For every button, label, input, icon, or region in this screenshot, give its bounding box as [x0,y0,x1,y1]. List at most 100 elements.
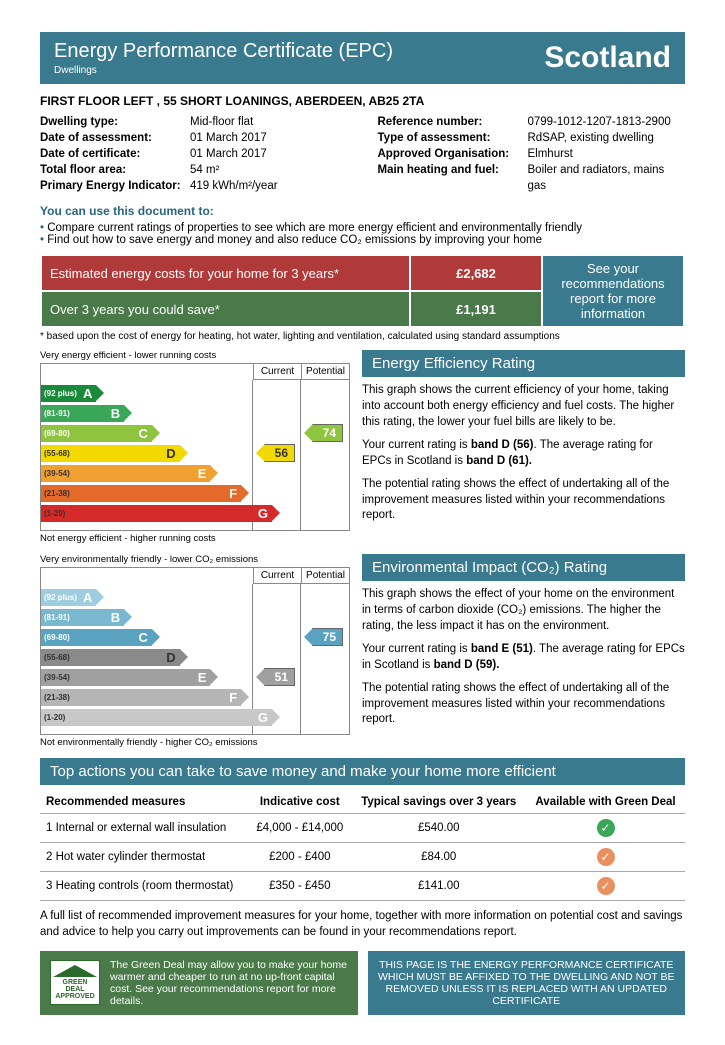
rec-measure: 3 Heating controls (room thermostat) [40,872,248,901]
footnote: * based upon the cost of energy for heat… [40,331,685,342]
rating-bar-C: (69-80)C [41,425,152,442]
rating-bar-E: (39-54)E [41,465,210,482]
gd-logo-bot: APPROVED [53,993,97,1000]
env-title: Environmental Impact (CO₂) Rating [362,554,685,581]
detail-value: 419 kWh/m²/year [190,178,348,194]
pointer-current: 51 [264,668,295,686]
title: Energy Performance Certificate (EPC) [54,40,393,63]
chart2-bot-caption: Not environmentally friendly - higher CO… [40,737,350,748]
subtitle: Dwellings [54,65,393,76]
cost-row2-val: £1,191 [411,292,541,326]
desc-para: Your current rating is band D (56). The … [362,438,685,469]
bullet-item: Find out how to save energy and money an… [40,234,685,246]
rec-greendeal: ✓ [526,843,685,872]
rating-bar-E: (39-54)E [41,669,210,686]
cost-row1-label: Estimated energy costs for your home for… [42,256,409,290]
green-deal-text: The Green Deal may allow you to make you… [110,959,348,1007]
cost-row1-val: £2,682 [411,256,541,290]
rating-bar-B: (81-91)B [41,609,124,626]
pointer-potential: 74 [312,424,343,442]
detail-value: 01 March 2017 [190,130,348,146]
rec-saving: £141.00 [351,872,526,901]
rating-bar-C: (69-80)C [41,629,152,646]
green-deal-box: GREEN DEAL APPROVED The Green Deal may a… [40,951,358,1015]
desc-para: The potential rating shows the effect of… [362,681,685,728]
rating-bar-B: (81-91)B [41,405,124,422]
top-actions-title: Top actions you can take to save money a… [40,758,685,785]
detail-value: RdSAP, existing dwelling [528,130,686,146]
eff-title: Energy Efficiency Rating [362,350,685,377]
detail-value: 54 m² [190,162,348,178]
rec-cost: £350 - £450 [248,872,351,901]
cost-row2-label: Over 3 years you could save* [42,292,409,326]
affix-box: THIS PAGE IS THE ENERGY PERFORMANCE CERT… [368,951,686,1015]
rec-header: Recommended measures [40,791,248,814]
col-potential2: Potential [301,568,349,584]
detail-value: Boiler and radiators, mains gas [528,162,686,194]
rec-measure: 1 Internal or external wall insulation [40,814,248,843]
detail-label: Reference number: [378,114,528,130]
rec-greendeal: ✓ [526,814,685,843]
environment-chart: CurrentPotential (92 plus)A (81-91)B (69-8… [40,567,350,735]
rating-bar-A: (92 plus)A [41,385,96,402]
recommendations-table: Recommended measuresIndicative costTypic… [40,791,685,901]
detail-label: Approved Organisation: [378,146,528,162]
bullet-item: Compare current ratings of properties to… [40,222,685,234]
address: FIRST FLOOR LEFT , 55 SHORT LOANINGS, AB… [40,94,685,108]
chart2-top-caption: Very environmentally friendly - lower CO… [40,554,350,565]
rec-greendeal: ✓ [526,872,685,901]
detail-label: Dwelling type: [40,114,190,130]
rec-saving: £540.00 [351,814,526,843]
region: Scotland [544,41,671,75]
detail-label: Type of assessment: [378,130,528,146]
chart1-bot-caption: Not energy efficient - higher running co… [40,533,350,544]
desc-para: Your current rating is band E (51). The … [362,642,685,673]
col-current: Current [253,364,301,380]
pointer-potential: 75 [312,628,343,646]
rec-header: Indicative cost [248,791,351,814]
bullets: Compare current ratings of properties to… [40,222,685,246]
rec-measure: 2 Hot water cylinder thermostat [40,843,248,872]
rec-cost: £4,000 - £14,000 [248,814,351,843]
desc-para: The potential rating shows the effect of… [362,477,685,524]
cost-info: See your recommendations report for more… [543,256,683,326]
detail-value: Mid-floor flat [190,114,348,130]
pointer-current: 56 [264,444,295,462]
rating-bar-G: (1-20)G [41,505,272,522]
tick-icon: ✓ [597,877,615,895]
detail-label: Primary Energy Indicator: [40,178,190,194]
table-row: 1 Internal or external wall insulation£4… [40,814,685,843]
table-row: 2 Hot water cylinder thermostat£200 - £4… [40,843,685,872]
rec-header: Available with Green Deal [526,791,685,814]
detail-label: Total floor area: [40,162,190,178]
rating-bar-F: (21-38)F [41,485,241,502]
rating-bar-D: (55-68)D [41,445,180,462]
tick-icon: ✓ [597,819,615,837]
green-deal-logo: GREEN DEAL APPROVED [50,960,100,1005]
detail-label: Date of certificate: [40,146,190,162]
rec-header: Typical savings over 3 years [351,791,526,814]
header: Energy Performance Certificate (EPC) Dwe… [40,32,685,84]
chart1-top-caption: Very energy efficient - lower running co… [40,350,350,361]
rating-bar-A: (92 plus)A [41,589,96,606]
rating-bar-D: (55-68)D [41,649,180,666]
table-row: 3 Heating controls (room thermostat)£350… [40,872,685,901]
details-block: Dwelling type:Mid-floor flatDate of asse… [40,114,685,194]
desc-para: This graph shows the current efficiency … [362,383,685,430]
rec-cost: £200 - £400 [248,843,351,872]
detail-value: 01 March 2017 [190,146,348,162]
detail-value: Elmhurst [528,146,686,162]
after-table-text: A full list of recommended improvement m… [40,909,685,940]
efficiency-chart: CurrentPotential (92 plus)A (81-91)B (69-8… [40,363,350,531]
rating-bar-F: (21-38)F [41,689,241,706]
desc-para: This graph shows the effect of your home… [362,587,685,634]
use-doc-heading: You can use this document to: [40,204,685,218]
col-potential: Potential [301,364,349,380]
detail-label: Main heating and fuel: [378,162,528,194]
col-current2: Current [253,568,301,584]
cost-table: Estimated energy costs for your home for… [40,254,685,328]
detail-label: Date of assessment: [40,130,190,146]
rating-bar-G: (1-20)G [41,709,272,726]
detail-value: 0799-1012-1207-1813-2900 [528,114,686,130]
rec-saving: £84.00 [351,843,526,872]
